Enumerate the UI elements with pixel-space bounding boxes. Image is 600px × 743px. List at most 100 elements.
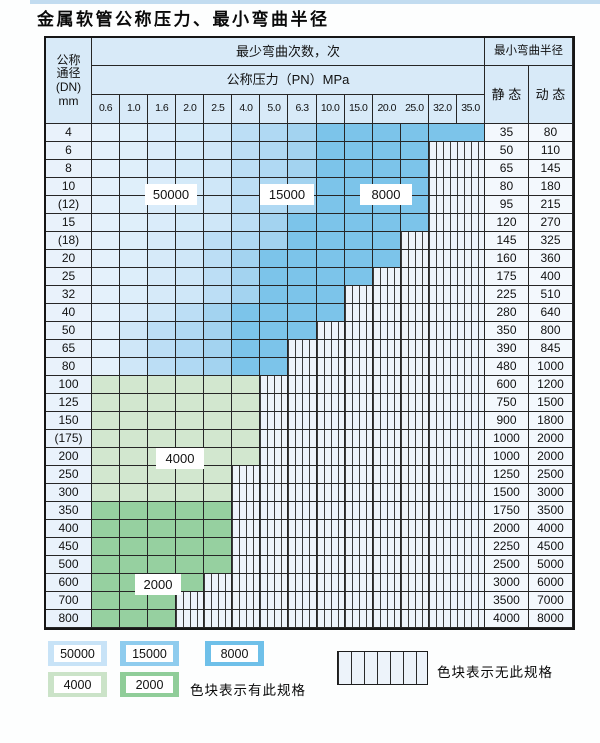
nospec-cell	[400, 610, 429, 628]
spec-cell	[92, 502, 121, 520]
nospec-cell	[260, 592, 289, 610]
spec-cell	[92, 538, 121, 556]
nospec-cell	[400, 430, 429, 448]
spec-cell	[344, 160, 373, 178]
spec-cell	[344, 232, 373, 250]
nospec-cell	[428, 376, 457, 394]
spec-cell	[232, 142, 261, 160]
spec-cell	[344, 142, 373, 160]
nospec-cell	[344, 304, 373, 322]
spec-cell	[176, 520, 205, 538]
spec-cell	[260, 286, 289, 304]
legend-swatch: 2000	[120, 672, 179, 697]
spec-cell	[176, 250, 205, 268]
spec-cell	[204, 448, 233, 466]
legend-swatch-value: 2000	[126, 676, 173, 693]
legend-swatch: 15000	[120, 641, 179, 666]
pressure-tick-cell: 15.0	[344, 95, 373, 124]
spec-cell	[92, 304, 121, 322]
spec-cell	[232, 358, 261, 376]
nospec-cell	[260, 394, 289, 412]
nospec-cell	[344, 538, 373, 556]
spec-cell	[176, 358, 205, 376]
dn-header-cell: 公称 通径 (DN) mm	[46, 38, 92, 124]
spec-cell	[428, 124, 457, 142]
nospec-cell	[428, 538, 457, 556]
nospec-cell	[288, 592, 317, 610]
spec-cell	[148, 466, 177, 484]
dn-cell: 15	[46, 214, 92, 232]
spec-cell	[120, 466, 149, 484]
spec-cell	[232, 160, 261, 178]
nospec-cell	[316, 538, 345, 556]
spec-cell	[260, 124, 289, 142]
nospec-cell	[232, 484, 261, 502]
spec-cell	[120, 214, 149, 232]
legend-swatch-value: 4000	[54, 676, 101, 693]
dynamic-value-cell: 400	[528, 268, 573, 286]
cycle-zone-label: 50000	[145, 184, 197, 205]
spec-cell	[148, 556, 177, 574]
nospec-cell	[344, 376, 373, 394]
nospec-cell	[372, 448, 401, 466]
spec-cell	[232, 376, 261, 394]
nospec-cell	[232, 466, 261, 484]
dn-cell: 700	[46, 592, 92, 610]
dn-cell: 500	[46, 556, 92, 574]
dynamic-value-cell: 3500	[528, 502, 573, 520]
dynamic-value-cell: 6000	[528, 574, 573, 592]
dynamic-value-cell: 270	[528, 214, 573, 232]
spec-cell	[400, 160, 429, 178]
spec-cell	[288, 160, 317, 178]
spec-cell	[148, 322, 177, 340]
dn-cell: 600	[46, 574, 92, 592]
nospec-cell	[400, 358, 429, 376]
nospec-cell	[400, 502, 429, 520]
nospec-cell	[456, 322, 485, 340]
nospec-cell	[232, 538, 261, 556]
spec-cell	[232, 268, 261, 286]
spec-cell	[204, 124, 233, 142]
spec-cell	[232, 412, 261, 430]
dynamic-value-cell: 1200	[528, 376, 573, 394]
spec-cell	[120, 142, 149, 160]
nospec-cell	[456, 394, 485, 412]
spec-cell	[176, 142, 205, 160]
nospec-cell	[456, 448, 485, 466]
spec-cell	[288, 304, 317, 322]
dn-cell: 50	[46, 322, 92, 340]
nospec-cell	[344, 520, 373, 538]
nospec-cell	[288, 376, 317, 394]
spec-cell	[232, 232, 261, 250]
nospec-cell	[428, 556, 457, 574]
spec-cell	[204, 160, 233, 178]
nospec-cell	[316, 466, 345, 484]
nospec-cell	[428, 592, 457, 610]
spec-cell	[204, 250, 233, 268]
nospec-cell	[288, 340, 317, 358]
nospec-cell	[176, 610, 205, 628]
spec-cell	[148, 160, 177, 178]
nospec-cell	[456, 304, 485, 322]
spec-cell	[120, 556, 149, 574]
nospec-cell	[456, 178, 485, 196]
spec-cell	[316, 268, 345, 286]
nospec-cell	[428, 466, 457, 484]
spec-table: 公称 通径 (DN) mm 最少弯曲次数，次 最小弯曲半径 公称压力（PN）MPa 静 态动 …	[44, 36, 575, 630]
spec-cell	[344, 124, 373, 142]
spec-cell	[204, 214, 233, 232]
dn-cell: 450	[46, 538, 92, 556]
nospec-cell	[428, 286, 457, 304]
spec-cell	[204, 178, 233, 196]
nospec-cell	[456, 520, 485, 538]
nospec-cell	[372, 574, 401, 592]
nospec-cell	[456, 538, 485, 556]
spec-cell	[204, 394, 233, 412]
spec-cell	[120, 304, 149, 322]
spec-cell	[176, 412, 205, 430]
nospec-cell	[456, 412, 485, 430]
spec-cell	[232, 340, 261, 358]
spec-cell	[176, 484, 205, 502]
spec-cell	[120, 592, 149, 610]
nospec-cell	[316, 340, 345, 358]
